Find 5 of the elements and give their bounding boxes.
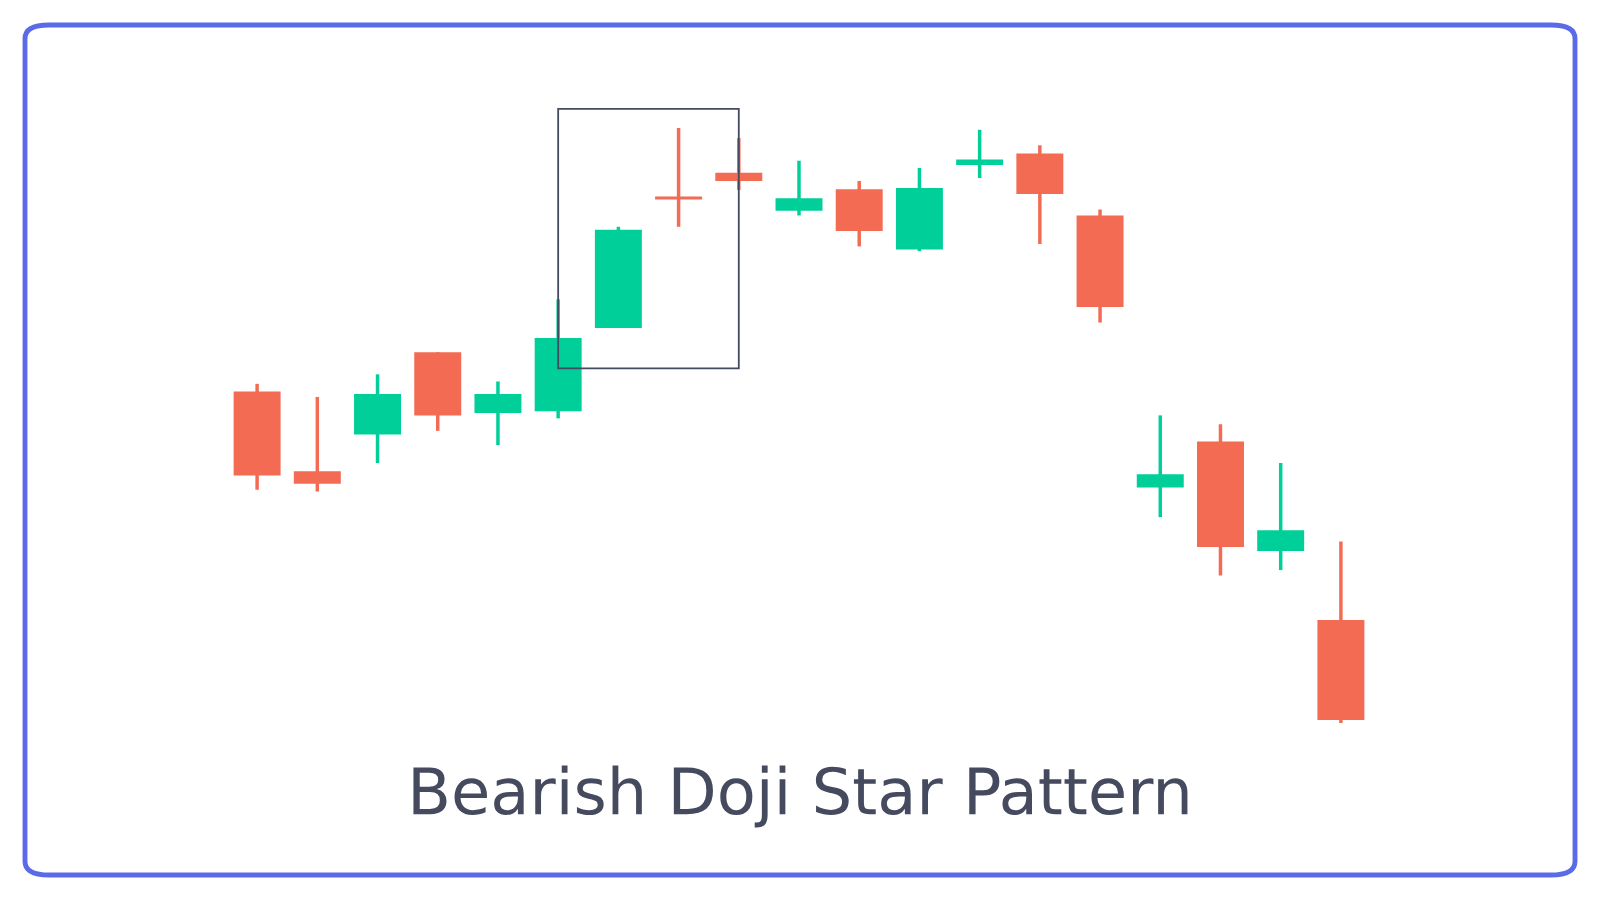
candlestick [956,129,1004,178]
candlestick [293,395,341,492]
candlestick [1136,415,1184,519]
text: Bearish Doji Star Pattern [413,765,1188,828]
candlestick [655,128,703,227]
